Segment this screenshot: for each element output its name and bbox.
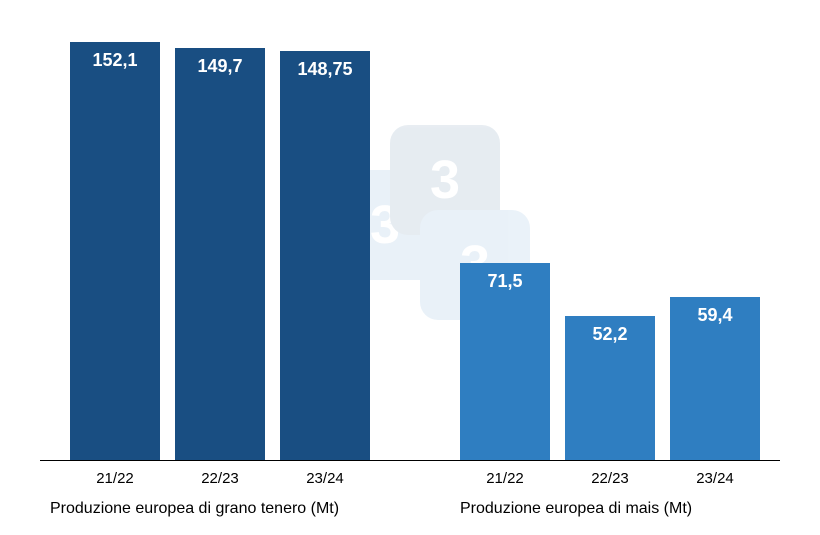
bar-value-label: 59,4 xyxy=(670,305,760,326)
bar-value-label: 149,7 xyxy=(175,56,265,77)
category-label: 23/24 xyxy=(670,470,760,487)
category-label: 22/23 xyxy=(175,470,265,487)
category-label: 21/22 xyxy=(70,470,160,487)
bar: 71,5 xyxy=(460,263,550,460)
axis-baseline xyxy=(40,460,780,461)
chart-area: 152,121/22149,722/23148,7523/24Produzion… xyxy=(40,20,780,460)
bar: 52,2 xyxy=(565,316,655,460)
bar-value-label: 52,2 xyxy=(565,324,655,345)
bar: 152,1 xyxy=(70,42,160,460)
bar: 59,4 xyxy=(670,297,760,460)
bar: 149,7 xyxy=(175,48,265,460)
bar-value-label: 148,75 xyxy=(280,59,370,80)
category-label: 22/23 xyxy=(565,470,655,487)
category-label: 23/24 xyxy=(280,470,370,487)
category-label: 21/22 xyxy=(460,470,550,487)
bar: 148,75 xyxy=(280,51,370,460)
bar-value-label: 71,5 xyxy=(460,271,550,292)
bar-value-label: 152,1 xyxy=(70,50,160,71)
group-label: Produzione europea di grano tenero (Mt) xyxy=(50,500,339,518)
group-label: Produzione europea di mais (Mt) xyxy=(460,500,692,518)
